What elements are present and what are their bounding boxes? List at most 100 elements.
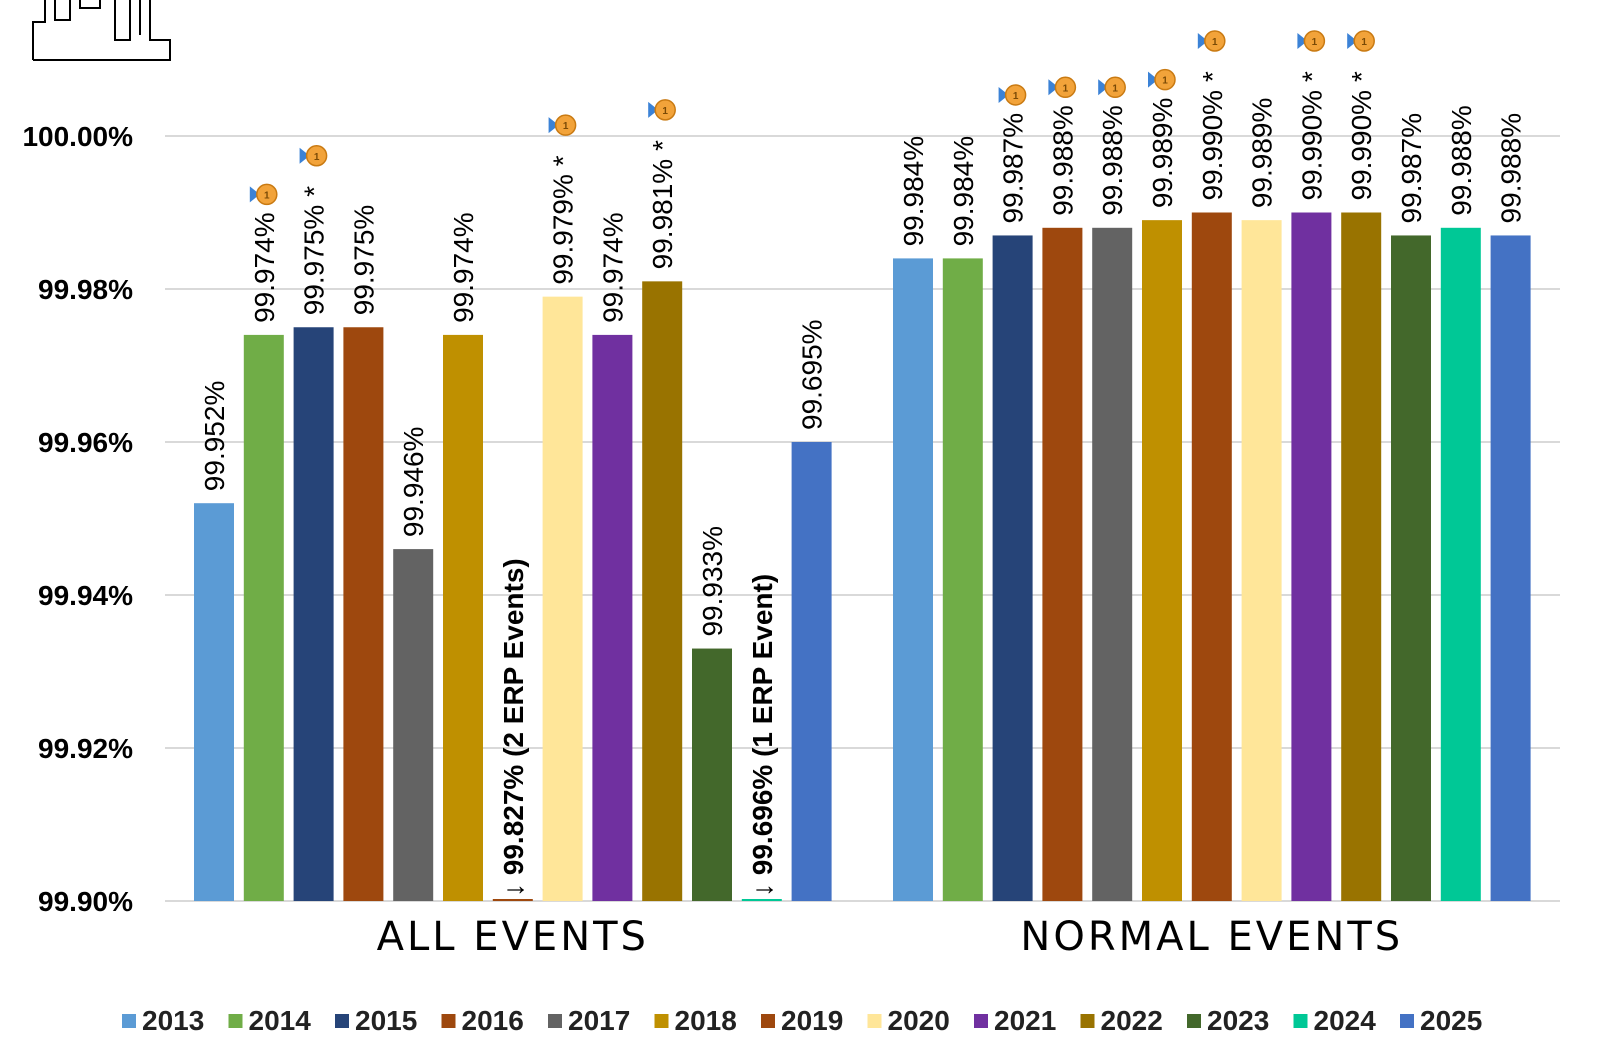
data-label: 99.990% * xyxy=(1296,71,1327,200)
legend-item-2017: 2017 xyxy=(548,1005,630,1036)
data-label: 99.975% xyxy=(348,205,379,316)
bar-2019-1 xyxy=(1191,212,1232,901)
legend-swatch xyxy=(548,1014,562,1028)
bar-2013-0 xyxy=(194,503,234,901)
legend-swatch xyxy=(1293,1014,1308,1028)
legend-item-2025: 2025 xyxy=(1400,1005,1482,1036)
data-label: 99.933% xyxy=(697,526,728,637)
svg-text:1: 1 xyxy=(1063,83,1069,94)
legend-label: 2024 xyxy=(1314,1005,1377,1036)
building-logo-icon xyxy=(32,0,171,61)
data-label: 99.974% xyxy=(249,212,280,323)
legend-swatch xyxy=(335,1014,349,1028)
bar-2016-0 xyxy=(343,327,384,901)
legend-swatch xyxy=(228,1014,243,1028)
legend-item-2014: 2014 xyxy=(228,1005,312,1036)
legend-label: 2014 xyxy=(249,1005,312,1036)
legend-swatch xyxy=(654,1014,669,1028)
bar-2018-1 xyxy=(1142,220,1182,901)
bar-2013-1 xyxy=(893,258,933,901)
data-label: 99.974% xyxy=(597,212,628,323)
y-tick-label: 99.94% xyxy=(38,580,133,611)
svg-text:1: 1 xyxy=(1361,37,1367,48)
bar-2015-0 xyxy=(293,327,334,901)
legend-swatch xyxy=(1187,1014,1201,1028)
bar-2022-0 xyxy=(642,281,683,902)
legend-swatch xyxy=(1080,1014,1095,1028)
data-label: 99.988% xyxy=(1446,105,1477,216)
legend-item-2013: 2013 xyxy=(122,1005,204,1036)
legend-item-2015: 2015 xyxy=(335,1005,417,1036)
bar-2020-0 xyxy=(542,296,583,901)
bar-2025-0 xyxy=(791,442,832,901)
legend-label: 2015 xyxy=(355,1005,417,1036)
gold-medal-icon: 1 xyxy=(249,183,278,206)
data-label: 99.988% xyxy=(1496,113,1527,224)
y-tick-label: 99.96% xyxy=(38,427,133,458)
legend-swatch xyxy=(974,1014,988,1028)
legend-swatch xyxy=(122,1014,136,1028)
svg-text:1: 1 xyxy=(662,106,668,117)
legend-item-2021: 2021 xyxy=(974,1005,1056,1036)
legend-label: 2021 xyxy=(994,1005,1056,1036)
gold-medal-icon: 1 xyxy=(1297,30,1326,52)
data-label: 99.981% * xyxy=(647,140,678,269)
category-labels: ALL EVENTS NORMAL EVENTS xyxy=(377,914,1403,960)
legend-swatch xyxy=(867,1014,882,1028)
gold-medal-icon: 1 xyxy=(648,99,676,121)
y-tick-label: 100.00% xyxy=(22,121,133,152)
gold-medal-icon: 1 xyxy=(1098,76,1126,99)
gold-medal-icon: 1 xyxy=(1197,30,1226,52)
legend-item-2023: 2023 xyxy=(1187,1005,1269,1036)
data-label: 99.987% xyxy=(998,113,1029,224)
data-label: 99.987% xyxy=(1396,113,1427,224)
svg-text:1: 1 xyxy=(563,121,569,132)
gold-medal-icon: 1 xyxy=(1148,68,1176,91)
data-label: 99.988% xyxy=(1047,105,1078,216)
bars xyxy=(194,212,1531,902)
bar-2023-1 xyxy=(1391,235,1431,901)
bar-2014-0 xyxy=(243,334,284,901)
legend-label: 2016 xyxy=(462,1005,524,1036)
bar-2015-1 xyxy=(992,235,1033,901)
gold-medal-icon: 1 xyxy=(1347,30,1375,52)
bar-labels: 99.952% 99.984% 99.974% 99.984% 99.975% * 99.… xyxy=(199,71,1527,897)
legend-label: 2019 xyxy=(781,1005,843,1036)
gold-medal-icon: 1 xyxy=(998,84,1027,106)
data-label: 99.946% xyxy=(398,427,429,538)
data-label: 99.989% xyxy=(1147,98,1178,209)
legend-label: 2020 xyxy=(888,1005,950,1036)
data-label: 99.952% xyxy=(199,381,230,492)
data-label: 99.974% xyxy=(448,212,479,323)
legend-item-2024: 2024 xyxy=(1293,1005,1377,1036)
bar-2024-0 xyxy=(741,899,782,901)
bar-2016-1 xyxy=(1042,227,1083,902)
bar-2017-0 xyxy=(393,549,434,901)
bar-2018-0 xyxy=(443,334,483,901)
legend-item-2016: 2016 xyxy=(441,1005,524,1036)
legend-label: 2013 xyxy=(142,1005,204,1036)
bar-2017-1 xyxy=(1092,227,1133,902)
data-label: ↓ 99.696% (1 ERP Event) xyxy=(747,574,778,897)
y-axis-ticks: 99.90% 99.92% 99.94% 99.96% 99.98% 100.00% xyxy=(22,121,133,917)
legend: 2013 2014 2015 2016 2017 2018 2019 2020 2021 2022… xyxy=(122,1005,1482,1036)
legend-swatch xyxy=(1400,1014,1414,1028)
gold-medal-icon: 1 xyxy=(299,145,328,167)
gold-medal-icon: 1 xyxy=(1048,76,1077,99)
legend-label: 2017 xyxy=(568,1005,630,1036)
legend-label: 2018 xyxy=(675,1005,737,1036)
data-label: 99.990% * xyxy=(1346,71,1377,200)
legend-item-2022: 2022 xyxy=(1080,1005,1163,1036)
category-label: NORMAL EVENTS xyxy=(1020,914,1403,960)
gold-medal-icon: 1 xyxy=(548,114,577,136)
bar-2024-1 xyxy=(1440,227,1481,902)
bar-2023-0 xyxy=(692,648,732,901)
category-label: ALL EVENTS xyxy=(377,914,649,960)
legend-item-2019: 2019 xyxy=(761,1005,843,1036)
bar-2021-1 xyxy=(1291,212,1332,901)
bar-2019-0 xyxy=(492,899,533,901)
bar-2020-1 xyxy=(1241,220,1282,901)
medals: 1 1 1 1 1 1 1 1 1 1 1 xyxy=(249,30,1375,206)
data-label: 99.990% * xyxy=(1197,71,1228,200)
